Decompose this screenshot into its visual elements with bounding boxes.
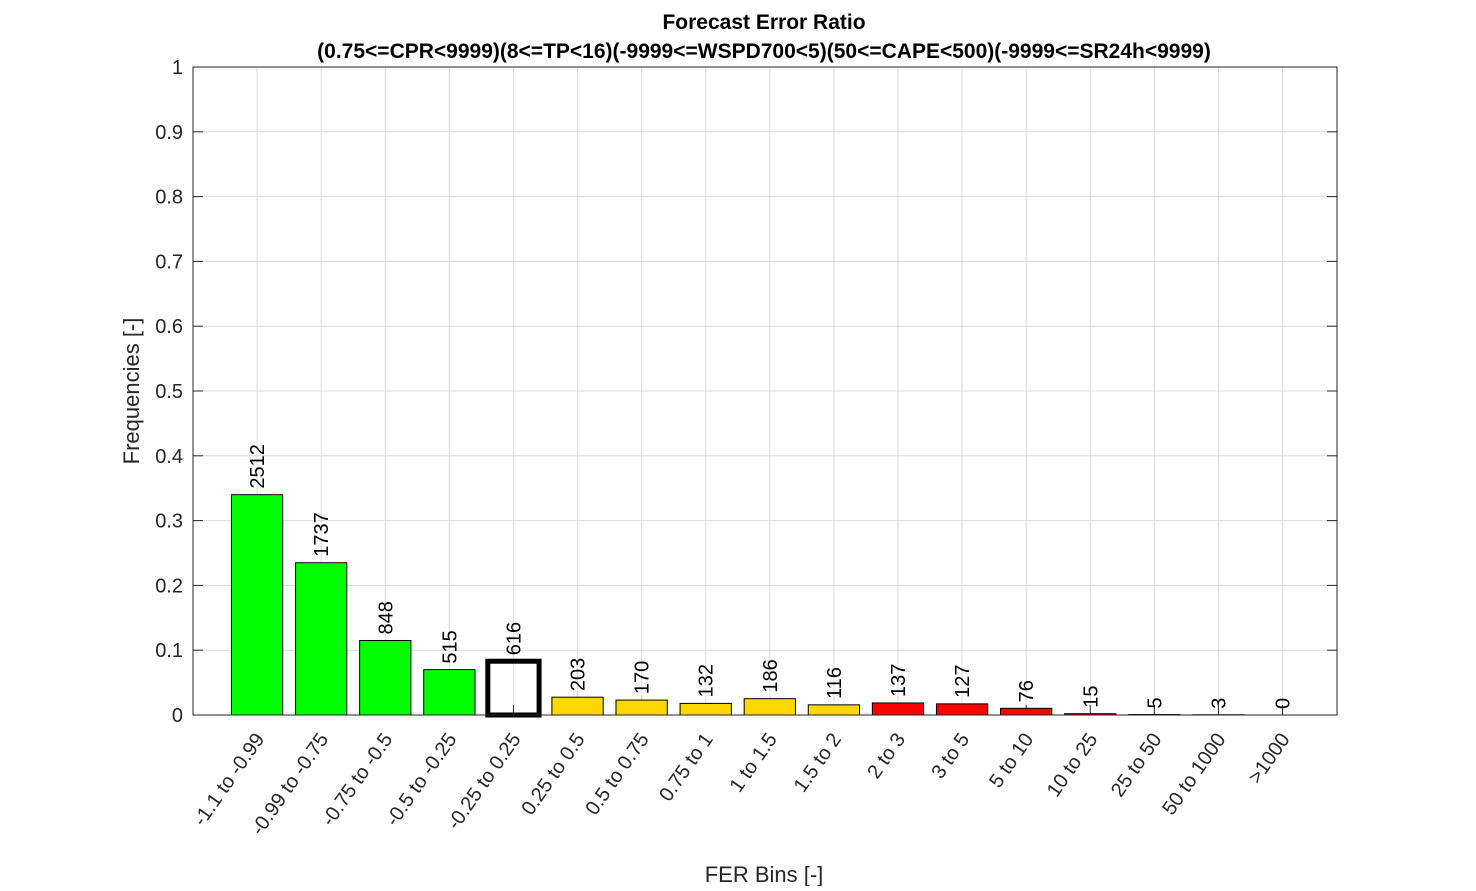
x-tick-label: 5 to 10: [985, 729, 1038, 792]
x-tick-label: 0.25 to 0.5: [517, 729, 589, 819]
bar-3: [424, 670, 475, 715]
x-tick-label: 0.5 to 0.75: [581, 729, 653, 819]
x-tick-label: 25 to 50: [1107, 729, 1166, 801]
x-tick-label: 1.5 to 2: [790, 729, 846, 796]
grid-lines: [193, 67, 1337, 715]
x-tick-label: 2 to 3: [863, 729, 910, 783]
bar-7: [680, 703, 731, 715]
bar-6: [616, 700, 667, 715]
bar-8: [744, 699, 795, 715]
bar-count-label: 186: [760, 659, 782, 692]
x-tick-label: 50 to 1000: [1158, 729, 1230, 819]
bar-10: [872, 703, 923, 715]
bar-count-label: 515: [439, 630, 461, 663]
bar-12: [1001, 708, 1052, 715]
x-tick-label: 10 to 25: [1043, 729, 1102, 801]
y-tick-label: 0.9: [155, 122, 183, 144]
y-tick-label: 1: [172, 57, 183, 79]
x-tick-label: 3 to 5: [927, 729, 974, 783]
y-tick-label: 0.8: [155, 187, 183, 209]
bar-count-label: 2512: [247, 444, 269, 489]
bar-count-label: 127: [952, 664, 974, 697]
bar-count-label: 3: [1208, 698, 1230, 709]
y-tick-label: 0.7: [155, 251, 183, 273]
chart-subtitle: (0.75<=CPR<9999)(8<=TP<16)(-9999<=WSPD70…: [317, 40, 1211, 63]
bar-2: [360, 640, 411, 715]
y-tick-label: 0.3: [155, 511, 183, 533]
bar-count-label: 15: [1080, 685, 1102, 707]
x-tick-labels: -1.1 to -0.99-0.99 to -0.75-0.75 to -0.5…: [189, 729, 1294, 839]
x-tick-label: 1 to 1.5: [726, 729, 782, 796]
bar-count-label: 0: [1273, 698, 1295, 709]
y-tick-labels: 0 0.1 0.2 0.3 0.4 0.5 0.6 0.7 0.8 0.9 1: [155, 57, 183, 727]
bar-1: [296, 563, 347, 715]
y-tick-label: 0: [172, 705, 183, 727]
bar-count-label: 170: [632, 661, 654, 694]
y-tick-label: 0.2: [155, 575, 183, 597]
y-tick-label: 0.6: [155, 316, 183, 338]
chart-title: Forecast Error Ratio: [662, 11, 865, 34]
bar-count-label: 137: [888, 664, 910, 697]
bar-count-label: 132: [696, 664, 718, 697]
bar-5: [552, 697, 603, 715]
bar-count-label: 116: [824, 667, 846, 699]
bar-count-label: 616: [503, 622, 525, 655]
bar-count-label: 76: [1016, 680, 1038, 702]
y-tick-label: 0.1: [155, 640, 183, 662]
bar-11: [936, 704, 987, 715]
bar-count-label: 5: [1144, 697, 1166, 708]
y-axis-label: Frequencies [-]: [119, 318, 144, 465]
bar-0: [231, 495, 282, 715]
bar-count-label: 848: [375, 601, 397, 634]
x-tick-label: >1000: [1244, 729, 1294, 788]
x-tick-label: 0.75 to 1: [655, 729, 718, 805]
bar-9: [808, 705, 859, 715]
bar-count-label: 1737: [311, 512, 333, 557]
x-axis-label: FER Bins [-]: [705, 862, 824, 886]
y-tick-label: 0.5: [155, 381, 183, 403]
bar-count-label: 203: [568, 658, 590, 691]
y-tick-label: 0.4: [155, 446, 183, 468]
